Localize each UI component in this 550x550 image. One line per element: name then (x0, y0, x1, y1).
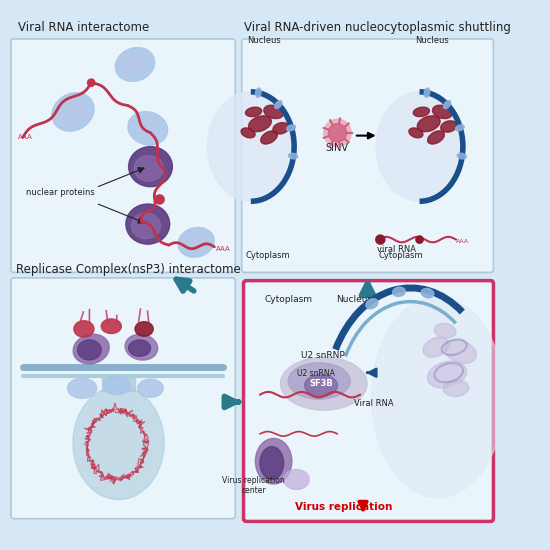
Ellipse shape (421, 288, 434, 298)
Ellipse shape (74, 321, 94, 337)
Ellipse shape (133, 117, 159, 139)
Ellipse shape (273, 123, 289, 134)
Text: U2 snRNP: U2 snRNP (301, 351, 345, 360)
Ellipse shape (178, 228, 214, 257)
Ellipse shape (135, 322, 153, 336)
Ellipse shape (432, 105, 452, 119)
Text: Viral RNA: Viral RNA (354, 399, 393, 409)
Ellipse shape (434, 366, 459, 383)
Ellipse shape (455, 125, 464, 131)
Text: AAA: AAA (18, 134, 33, 140)
Ellipse shape (116, 48, 155, 81)
Ellipse shape (52, 93, 94, 131)
Text: Virus replication: Virus replication (295, 502, 392, 512)
Text: Nucleus: Nucleus (336, 295, 372, 304)
Text: Cytoplasm: Cytoplasm (265, 295, 312, 304)
Circle shape (376, 235, 385, 244)
Ellipse shape (427, 131, 444, 144)
Ellipse shape (73, 334, 109, 364)
Polygon shape (73, 387, 164, 499)
FancyBboxPatch shape (11, 278, 235, 519)
FancyBboxPatch shape (244, 280, 493, 521)
Ellipse shape (427, 361, 466, 388)
Ellipse shape (457, 153, 466, 159)
Ellipse shape (129, 146, 172, 186)
Text: viral RNA: viral RNA (377, 245, 416, 254)
Text: AAA: AAA (216, 246, 231, 252)
Ellipse shape (249, 116, 271, 131)
Ellipse shape (289, 153, 298, 159)
Circle shape (324, 119, 351, 146)
Ellipse shape (57, 98, 86, 122)
Ellipse shape (183, 232, 206, 251)
Circle shape (155, 195, 164, 204)
Ellipse shape (439, 326, 452, 336)
Ellipse shape (131, 213, 161, 239)
Ellipse shape (138, 379, 163, 397)
Ellipse shape (424, 88, 430, 97)
Ellipse shape (409, 128, 423, 138)
Text: Replicase Complex(nsP3) interactome: Replicase Complex(nsP3) interactome (16, 263, 241, 276)
Text: U2 snRNA: U2 snRNA (298, 370, 335, 378)
Ellipse shape (125, 334, 158, 360)
Ellipse shape (441, 121, 457, 132)
Ellipse shape (128, 112, 168, 145)
Ellipse shape (207, 92, 294, 201)
Text: Viral RNA interactome: Viral RNA interactome (18, 21, 150, 34)
Ellipse shape (255, 438, 292, 484)
FancyBboxPatch shape (241, 39, 493, 272)
Ellipse shape (245, 107, 262, 117)
Text: Cytoplasm: Cytoplasm (245, 251, 290, 260)
Ellipse shape (103, 376, 130, 395)
Ellipse shape (275, 101, 282, 108)
Ellipse shape (451, 345, 470, 359)
Ellipse shape (448, 384, 464, 393)
Ellipse shape (287, 125, 295, 131)
Ellipse shape (288, 362, 350, 399)
Text: SINV: SINV (326, 143, 349, 153)
Text: Cytoplasm: Cytoplasm (378, 251, 423, 260)
Ellipse shape (260, 447, 284, 480)
Ellipse shape (413, 107, 430, 117)
Ellipse shape (443, 380, 469, 397)
Ellipse shape (280, 358, 367, 410)
Ellipse shape (129, 340, 151, 356)
Ellipse shape (366, 299, 378, 309)
Ellipse shape (393, 287, 405, 296)
Ellipse shape (434, 323, 456, 338)
Circle shape (416, 236, 423, 243)
Polygon shape (102, 376, 135, 391)
Text: Nucleus: Nucleus (415, 36, 449, 46)
Ellipse shape (120, 53, 146, 74)
Ellipse shape (428, 341, 444, 353)
Ellipse shape (126, 204, 169, 244)
Ellipse shape (68, 378, 97, 398)
Ellipse shape (417, 116, 440, 131)
Text: Viral RNA-driven nucleocytoplasmic shuttling: Viral RNA-driven nucleocytoplasmic shutt… (244, 21, 512, 34)
Ellipse shape (78, 340, 101, 360)
Text: nuclear proteins: nuclear proteins (25, 188, 94, 197)
Ellipse shape (134, 156, 163, 181)
Ellipse shape (101, 319, 122, 333)
Text: AAA: AAA (456, 239, 469, 244)
Ellipse shape (255, 88, 261, 97)
Ellipse shape (376, 92, 463, 201)
Text: Nucleus: Nucleus (247, 36, 281, 46)
Text: SF3B: SF3B (309, 378, 333, 388)
Ellipse shape (423, 337, 449, 358)
Ellipse shape (261, 131, 277, 144)
Ellipse shape (445, 340, 476, 364)
Polygon shape (79, 392, 159, 494)
FancyBboxPatch shape (11, 39, 235, 272)
Ellipse shape (284, 470, 309, 490)
Ellipse shape (443, 101, 450, 108)
Ellipse shape (264, 105, 283, 119)
Ellipse shape (241, 128, 255, 138)
Text: Virus replication
center: Virus replication center (222, 476, 285, 495)
Ellipse shape (305, 375, 338, 397)
Ellipse shape (372, 297, 504, 498)
Circle shape (328, 124, 346, 142)
Circle shape (87, 79, 95, 86)
